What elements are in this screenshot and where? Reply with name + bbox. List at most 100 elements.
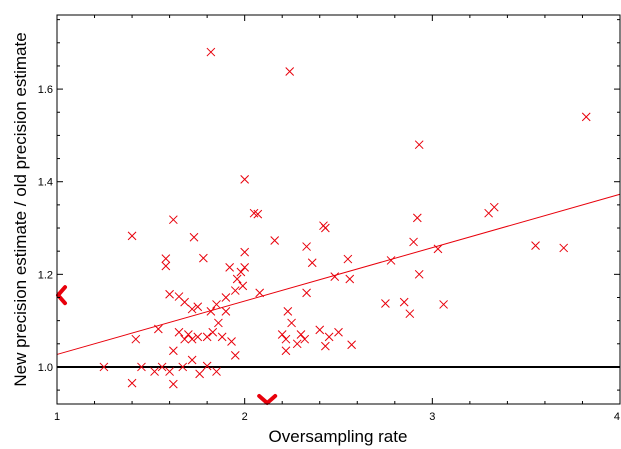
data-point <box>531 241 540 250</box>
data-point <box>165 289 174 299</box>
data-point <box>283 307 293 316</box>
data-point <box>127 231 137 241</box>
data-point <box>165 367 174 376</box>
data-point <box>193 302 203 312</box>
data-point <box>150 367 159 376</box>
data-point <box>324 332 334 342</box>
data-point <box>302 242 311 251</box>
data-point <box>307 258 317 268</box>
data-point <box>296 330 306 339</box>
data-point <box>127 378 137 388</box>
data-point <box>236 267 246 277</box>
data-point <box>230 286 240 295</box>
data-point <box>199 253 208 263</box>
data-point <box>202 361 212 371</box>
data-point <box>187 304 197 314</box>
data-point <box>202 332 212 342</box>
data-point <box>206 47 216 57</box>
y-tick-label: 1.6 <box>38 84 53 96</box>
data-point <box>381 299 390 308</box>
y-axis: 1.0 1.2 1.4 1.6 <box>38 19 620 391</box>
data-point <box>321 341 330 351</box>
data-point <box>281 334 291 344</box>
data-point <box>187 355 197 365</box>
plot-marks <box>56 47 621 405</box>
data-point <box>208 327 218 337</box>
data-point <box>347 340 356 350</box>
data-point <box>221 293 231 302</box>
x-mean-marker <box>257 394 278 405</box>
data-point <box>206 307 216 316</box>
data-point <box>180 297 189 307</box>
x-axis-label: Oversampling rate <box>269 427 408 446</box>
data-point <box>414 269 424 279</box>
data-point <box>412 213 422 223</box>
data-point <box>225 263 235 272</box>
data-point <box>187 334 197 344</box>
data-point <box>287 318 296 328</box>
data-point <box>180 334 189 344</box>
data-point <box>334 327 343 337</box>
x-tick-label: 1 <box>54 411 60 423</box>
y-tick-label: 1.2 <box>38 269 53 281</box>
data-point <box>221 307 231 316</box>
data-point <box>345 274 355 284</box>
data-point <box>161 254 171 263</box>
data-point <box>330 272 340 282</box>
y-axis-label: New precision estimate / old precision e… <box>11 32 30 386</box>
data-point <box>168 346 178 356</box>
data-point <box>232 274 242 284</box>
data-point <box>189 232 199 242</box>
data-point <box>439 300 448 309</box>
data-point <box>178 362 188 372</box>
data-point <box>157 362 167 372</box>
data-point <box>300 334 310 344</box>
data-point <box>343 254 353 264</box>
data-point <box>559 243 569 253</box>
x-tick-label: 4 <box>614 411 620 423</box>
data-point <box>285 67 295 76</box>
data-point <box>193 332 203 342</box>
data-point <box>212 300 221 309</box>
data-point <box>277 330 287 339</box>
data-point <box>168 215 178 225</box>
data-point <box>217 332 227 342</box>
y-tick-label: 1.0 <box>38 362 53 374</box>
data-point <box>240 175 250 184</box>
data-point <box>409 237 418 247</box>
data-point <box>405 309 415 319</box>
data-point <box>153 324 163 334</box>
data-point <box>489 202 499 212</box>
data-point <box>238 281 248 291</box>
data-point <box>255 288 265 298</box>
data-point <box>137 362 146 372</box>
data-point <box>240 263 250 272</box>
data-point <box>161 261 171 271</box>
data-point <box>581 112 591 122</box>
data-point <box>399 297 409 307</box>
data-point <box>174 327 184 337</box>
data-point <box>227 337 236 346</box>
x-axis: 1 2 3 4 <box>54 15 621 423</box>
data-point <box>184 330 193 339</box>
data-point <box>433 244 443 254</box>
data-point <box>212 367 221 376</box>
x-tick-label: 3 <box>429 411 435 423</box>
data-point <box>292 339 302 349</box>
data-point <box>99 362 109 372</box>
plot-frame <box>56 14 621 405</box>
data-point <box>321 223 330 233</box>
data-point <box>315 325 325 335</box>
data-point <box>240 247 250 257</box>
data-point <box>414 140 424 150</box>
y-mean-marker <box>56 285 67 306</box>
data-point <box>270 236 280 245</box>
data-point <box>281 346 291 356</box>
x-tick-label: 2 <box>242 411 248 423</box>
data-point <box>131 334 141 344</box>
data-point <box>253 209 263 219</box>
fit-line <box>56 193 621 355</box>
data-point <box>195 369 204 379</box>
data-point <box>168 379 178 389</box>
